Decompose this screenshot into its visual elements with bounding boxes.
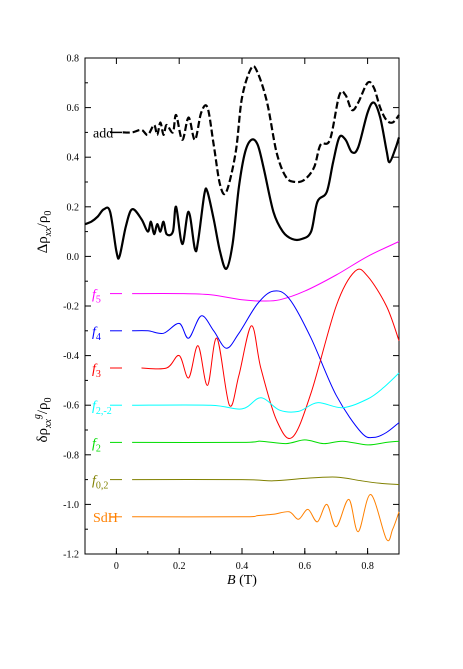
y-tick-label: 0.8 bbox=[67, 54, 80, 65]
x-tick-label: 0.6 bbox=[299, 561, 312, 572]
legend-item-f3: f3 bbox=[92, 362, 122, 380]
legend-label-f4: f4 bbox=[92, 325, 101, 343]
series-line-f-5 bbox=[132, 241, 400, 302]
legend-label-add: add bbox=[93, 126, 113, 141]
legend-label-f5: f5 bbox=[92, 288, 101, 306]
series-layer bbox=[84, 65, 401, 542]
legend-label-f2m2: f2,-2 bbox=[92, 399, 112, 417]
y-tick-label: 0.2 bbox=[67, 202, 80, 213]
series-line-f-0-2 bbox=[132, 476, 400, 486]
y-tick-label: -0.6 bbox=[63, 401, 79, 412]
series-line-add bbox=[122, 65, 400, 196]
legend-item-f2m2: f2,-2 bbox=[92, 399, 122, 417]
y-tick-label: -1.0 bbox=[63, 500, 79, 511]
x-tick-label: 0.8 bbox=[361, 561, 374, 572]
x-axis-label-symbol: B bbox=[227, 573, 236, 588]
legend-label-f3: f3 bbox=[92, 362, 101, 380]
series-line-measured bbox=[84, 101, 401, 270]
legend-label-sdh: SdH bbox=[93, 511, 118, 526]
y-tick-label: -0.4 bbox=[63, 351, 79, 362]
x-tick-label: 0 bbox=[114, 561, 119, 572]
y-tick-label: 0.4 bbox=[67, 153, 80, 164]
y-tick-label: -0.2 bbox=[63, 302, 79, 313]
series-line-f-3 bbox=[141, 268, 400, 439]
series-line-sdh bbox=[132, 493, 400, 542]
legend-label-f02: f0,2 bbox=[92, 474, 108, 492]
legend-label-f2: f2 bbox=[92, 436, 101, 454]
y-tick-label: 0.6 bbox=[67, 103, 80, 114]
x-tick-label: 0.4 bbox=[236, 561, 249, 572]
y-tick-label: 0.0 bbox=[67, 252, 80, 263]
y-tick-label: -1.2 bbox=[63, 550, 79, 561]
series-line-f-2-2 bbox=[132, 372, 400, 413]
y-axis-label-lower: δρxxg/ρ0 bbox=[32, 397, 54, 442]
series-line-f-4 bbox=[132, 290, 400, 439]
legend-item-add: add bbox=[93, 126, 122, 141]
legend-item-sdh: SdH bbox=[93, 511, 122, 526]
legend-item-f4: f4 bbox=[92, 325, 122, 343]
y-axis-label-upper: Δρxx/ρ0 bbox=[35, 211, 54, 254]
x-tick-label: 0.2 bbox=[173, 561, 186, 572]
x-axis-label-unit: (T) bbox=[236, 573, 258, 588]
series-line-f-2 bbox=[132, 439, 400, 446]
legend-item-f5: f5 bbox=[92, 288, 122, 306]
legend-item-f2: f2 bbox=[92, 436, 122, 454]
legend-item-f02: f0,2 bbox=[92, 474, 122, 492]
x-axis-label: B (T) bbox=[227, 573, 257, 588]
axis-ticks: 0 0.2 0.4 0.6 0.8 0.8 0.6 0.4 0.2 0.0 -0.2 -0.4 -0.6… bbox=[63, 54, 400, 572]
y-tick-label: -0.8 bbox=[63, 450, 79, 461]
legend-layer: add f5 f4 f3 f2,-2 f2 f0,2 SdH bbox=[92, 126, 122, 526]
